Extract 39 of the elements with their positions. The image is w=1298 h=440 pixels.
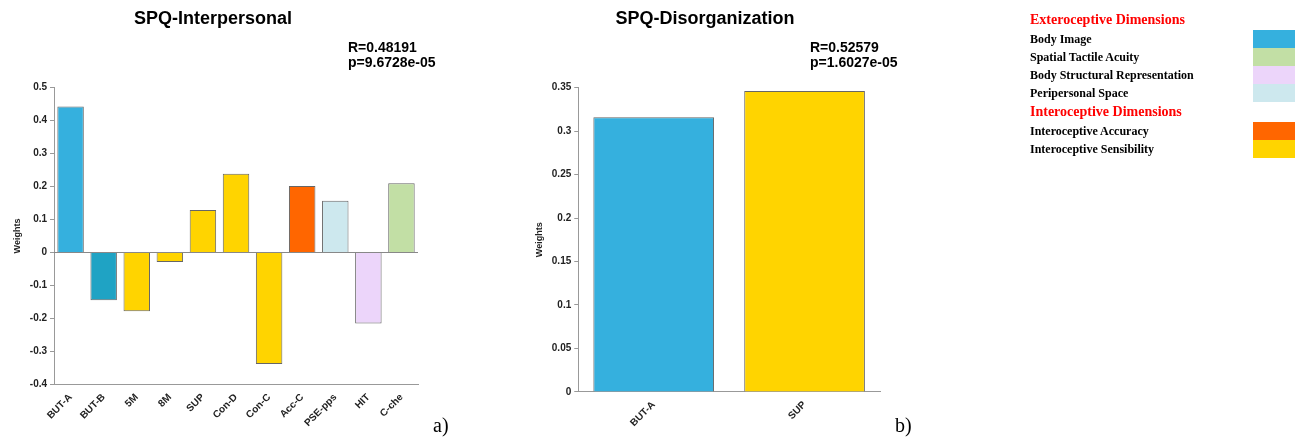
x-tick-label: 8M	[155, 391, 174, 409]
y-tick-label: 0.1	[33, 213, 48, 225]
x-tick-label: 5M	[122, 391, 141, 409]
y-tick-label: 0.5	[33, 81, 48, 93]
y-tick-label: -0.4	[29, 378, 48, 390]
y-tick-label: 0.1	[557, 298, 572, 310]
text: R=0.52579	[810, 39, 880, 55]
y-tick-label: 0.3	[33, 147, 48, 159]
y-axis-title: Weights	[533, 222, 544, 258]
category-label: Interoceptive Accuracy	[1030, 123, 1149, 139]
text: p=1.6027e-05	[810, 54, 898, 70]
y-tick-label: 0.4	[33, 114, 48, 126]
y-tick-label: 0.05	[551, 342, 572, 354]
y-tick-label: 0.25	[551, 168, 572, 180]
category-label: Interoceptive Sensibility	[1030, 141, 1155, 157]
y-tick-label: 0.2	[557, 211, 572, 223]
text: p=9.6728e-05	[348, 54, 436, 70]
y-tick-label: 0.3	[557, 124, 572, 136]
y-tick-label: 0	[41, 246, 48, 258]
y-axis-title: Weights	[11, 218, 22, 254]
y-tick-label: 0.35	[551, 81, 572, 93]
y-tick-label: -0.2	[29, 312, 48, 324]
category-label: Exteroceptive Dimensions	[1030, 12, 1185, 28]
y-tick-label: 0	[565, 385, 572, 397]
y-tick-label: 0.15	[551, 255, 572, 267]
y-tick-label: 0.2	[33, 180, 48, 192]
y-tick-label: -0.3	[29, 345, 48, 357]
category-label: Peripersonal Space	[1030, 85, 1129, 101]
y-tick-label: -0.1	[29, 279, 48, 291]
text: b)	[895, 414, 912, 437]
category-label: Body Image	[1030, 31, 1092, 47]
chart-title: SPQ-Disorganization	[615, 7, 795, 28]
category-label: Interoceptive Dimensions	[1030, 104, 1182, 120]
category-label: Body Structural Representation	[1030, 67, 1194, 83]
text: R=0.48191	[348, 39, 418, 55]
category-label: Spatial Tactile Acuity	[1030, 49, 1140, 65]
text: a)	[433, 414, 449, 437]
x-tick-label: HIT	[352, 391, 372, 411]
chart-title: SPQ-Interpersonal	[133, 7, 293, 28]
